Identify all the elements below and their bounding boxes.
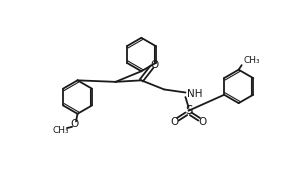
Text: S: S xyxy=(185,104,192,117)
Text: O: O xyxy=(70,120,79,130)
Text: O: O xyxy=(198,117,206,127)
Text: O: O xyxy=(171,117,179,127)
Text: CH₃: CH₃ xyxy=(243,56,260,65)
Text: NH: NH xyxy=(187,89,202,99)
Text: CH₃: CH₃ xyxy=(53,126,69,135)
Text: O: O xyxy=(150,60,159,70)
